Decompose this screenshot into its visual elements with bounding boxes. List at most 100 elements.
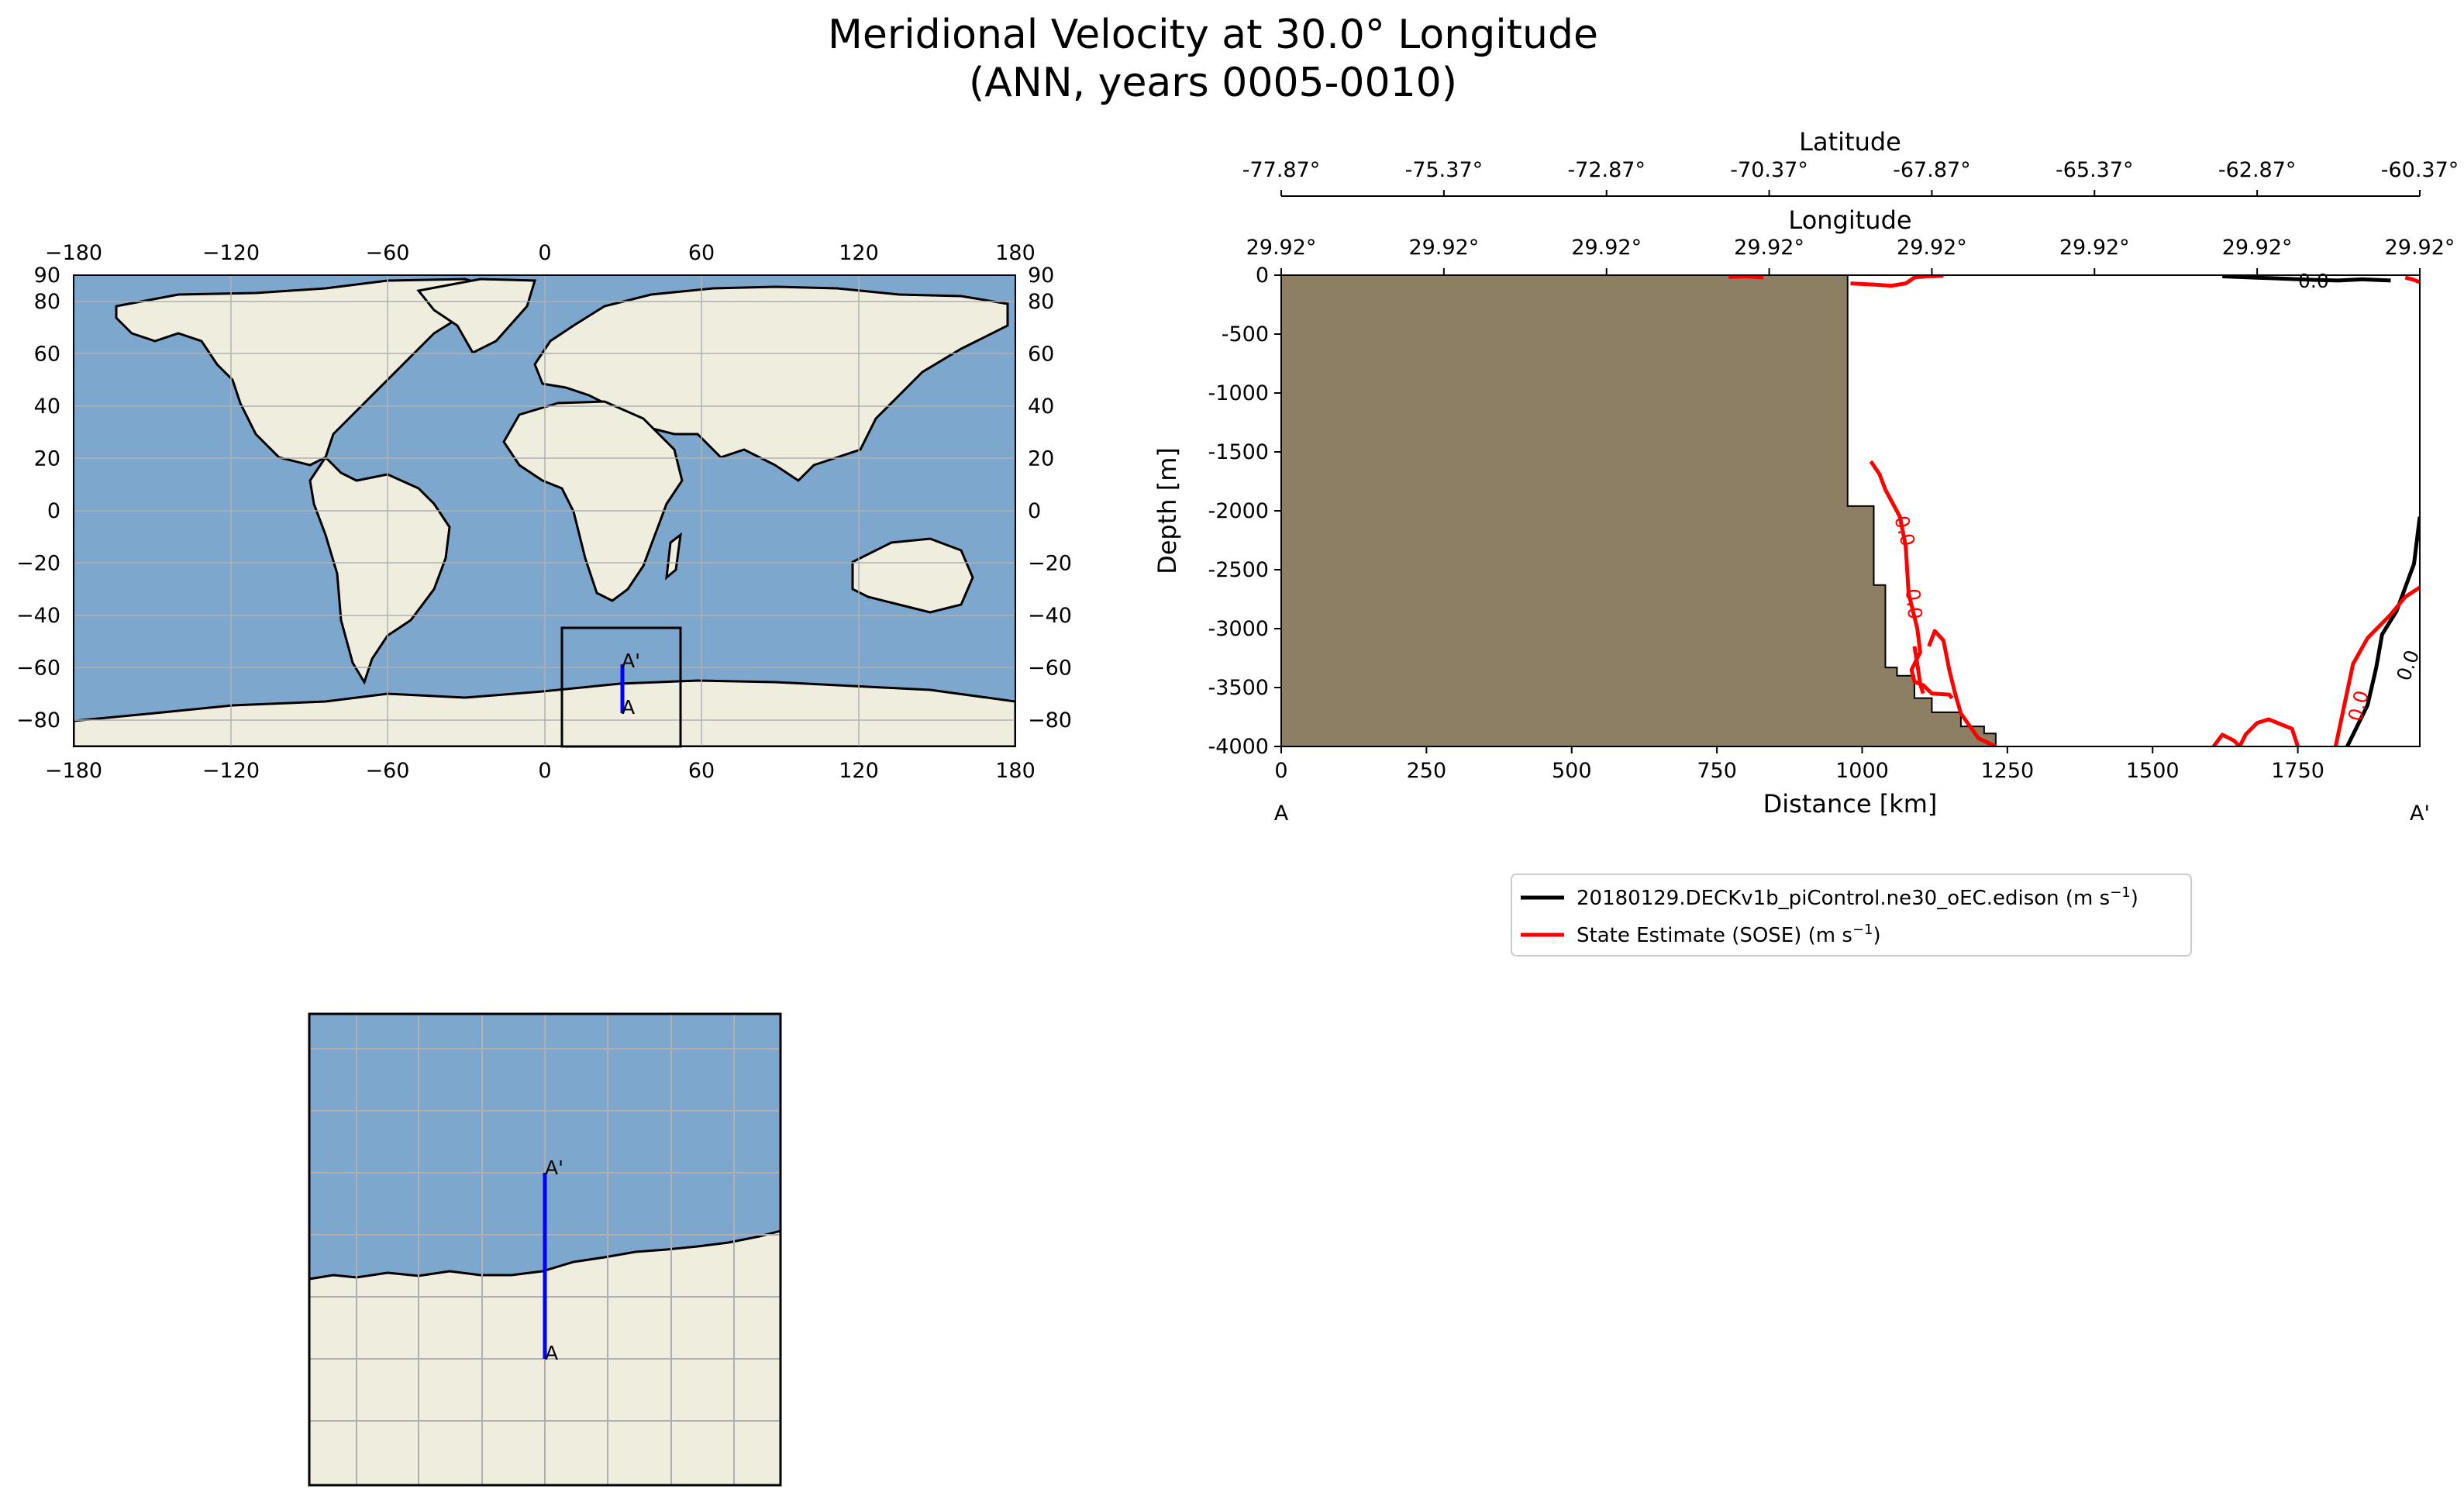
- depth-tick-label: -2000: [1208, 499, 1269, 523]
- depth-tick-label: -3500: [1208, 676, 1269, 700]
- world-y-tick: 80: [34, 290, 60, 314]
- australia-land: [851, 537, 974, 614]
- world-y-tick: −40: [1028, 604, 1072, 628]
- distance-tick-label: 1250: [1981, 759, 2035, 783]
- depth-tick-label: -500: [1222, 322, 1269, 346]
- depth-tick-label: 0: [1256, 264, 1269, 288]
- figure-title: Meridional Velocity at 30.0° Longitude (…: [0, 11, 2426, 107]
- longitude-tick-label: 29.92°: [1897, 236, 1967, 260]
- obs-contours: [1728, 275, 2420, 746]
- obs-contour-line: [2333, 585, 2420, 746]
- world-y-tick: −20: [1028, 552, 1072, 576]
- latitude-tick-label: -60.37°: [2381, 158, 2459, 182]
- world-y-tick: 60: [1028, 342, 1054, 366]
- longitude-tick-label: 29.92°: [1408, 236, 1479, 260]
- figure-title-line2: (ANN, years 0005-0010): [968, 60, 1458, 106]
- world-y-tick: 20: [34, 446, 60, 471]
- world-x-tick: −180: [45, 759, 102, 783]
- world-x-tick: 180: [995, 241, 1036, 265]
- depth-tick-label: -3000: [1208, 617, 1269, 641]
- world-y-tick: −80: [1028, 708, 1072, 733]
- world-x-ticks-bottom: −180 −120 −60 0 60 120 180: [45, 759, 1036, 783]
- africa-land: [502, 400, 684, 602]
- distance-tick-label: 750: [1697, 759, 1737, 783]
- depth-tick-label: -1000: [1208, 381, 1269, 405]
- longitude-tick-label: 29.92°: [2222, 236, 2293, 260]
- world-x-tick: 60: [688, 759, 715, 783]
- inset-transect-end-label: A': [545, 1157, 563, 1179]
- world-x-tick: −120: [202, 759, 260, 783]
- world-x-tick: −180: [45, 241, 102, 265]
- world-y-tick: 90: [34, 264, 60, 288]
- world-y-tick: −60: [1028, 657, 1072, 681]
- latitude-ticks: -77.87° -75.37° -72.87° -70.37° -67.87° -65.3…: [1242, 158, 2459, 196]
- obs-contour-line: [2211, 717, 2300, 746]
- longitude-axis-label: Longitude: [1788, 205, 1911, 235]
- world-y-tick: −40: [16, 604, 60, 628]
- distance-ticks: 0 250 500 750 1000 1250 1500 1750: [1274, 746, 2324, 783]
- world-y-tick: 60: [34, 342, 60, 366]
- section-start-label: A: [1274, 801, 1289, 826]
- obs-contour-line: [2404, 275, 2420, 284]
- depth-ticks: 0 -500 -1000 -1500 -2000 -2500 -3000 -3500 -4000: [1208, 264, 1281, 759]
- madagascar-land: [665, 532, 682, 581]
- legend-frame: [1511, 874, 2192, 957]
- latitude-tick-label: -77.87°: [1242, 158, 1321, 182]
- distance-tick-label: 250: [1407, 759, 1447, 783]
- world-transect-start-label: A: [622, 696, 635, 719]
- longitude-tick-label: 29.92°: [1734, 236, 1804, 260]
- latitude-tick-label: -72.87°: [1567, 158, 1646, 182]
- obs-contour-line: [1850, 275, 1944, 288]
- south-america-land: [308, 455, 451, 685]
- distance-tick-label: 1000: [1835, 759, 1889, 783]
- legend-obs-label: State Estimate (SOSE) (m s−1): [1577, 922, 1881, 947]
- world-x-tick: −60: [366, 759, 410, 783]
- longitude-tick-label: 29.92°: [2059, 236, 2130, 260]
- section-end-label: A': [2410, 801, 2430, 826]
- inset-frame: [308, 1012, 782, 1487]
- figure-title-line1: Meridional Velocity at 30.0° Longitude: [828, 12, 1598, 58]
- obs-contour-line: [1912, 646, 1925, 695]
- depth-tick-label: -2500: [1208, 558, 1269, 582]
- world-y-tick: 20: [1028, 446, 1054, 471]
- world-y-tick: 80: [1028, 290, 1054, 314]
- world-x-tick: −60: [366, 241, 410, 265]
- latitude-tick-label: -65.37°: [2056, 158, 2134, 182]
- distance-tick-label: 0: [1274, 759, 1287, 783]
- legend-model-label: 20180129.DECKv1b_piControl.ne30_oEC.edis…: [1577, 884, 2138, 910]
- obs-contour-label: 0.0: [1901, 588, 1926, 620]
- world-y-tick: −20: [16, 552, 60, 576]
- distance-tick-label: 1500: [2126, 759, 2180, 783]
- inset-transect-start-label: A: [545, 1342, 558, 1364]
- latitude-tick-label: -75.37°: [1405, 158, 1484, 182]
- world-map: A' A −180 −120 −60 0 60 120 180 −180 −12…: [16, 241, 1072, 783]
- world-y-tick: 40: [1028, 395, 1054, 419]
- obs-contour-line: [1869, 460, 1954, 700]
- section-bathymetry: [1281, 275, 1997, 746]
- model-contour-line: [2345, 516, 2420, 746]
- world-x-tick: 60: [688, 241, 715, 265]
- world-x-tick: 120: [839, 241, 879, 265]
- depth-tick-label: -4000: [1208, 735, 1269, 759]
- x-axis-label: Distance [km]: [1763, 789, 1938, 819]
- latitude-tick-label: -62.87°: [2218, 158, 2297, 182]
- world-y-tick: 0: [1028, 499, 1041, 523]
- world-x-tick: 180: [995, 759, 1036, 783]
- model-contour-line: [2222, 275, 2391, 283]
- world-x-ticks-top: −180 −120 −60 0 60 120 180: [45, 241, 1036, 265]
- longitude-ticks: 29.92° 29.92° 29.92° 29.92° 29.92° 29.92° 29.9…: [1246, 236, 2455, 275]
- world-y-tick: 40: [34, 395, 60, 419]
- world-y-tick: −60: [16, 657, 60, 681]
- model-contour-label: 0.0: [2298, 270, 2329, 292]
- world-y-tick: −80: [16, 708, 60, 733]
- inset-extent-box: [560, 626, 682, 748]
- world-frame: [73, 274, 1016, 747]
- world-x-tick: 0: [538, 759, 551, 783]
- longitude-tick-label: 29.92°: [1571, 236, 1642, 260]
- latitude-tick-label: -67.87°: [1893, 158, 1971, 182]
- world-transect-end-label: A': [622, 650, 640, 672]
- world-x-tick: 0: [538, 241, 551, 265]
